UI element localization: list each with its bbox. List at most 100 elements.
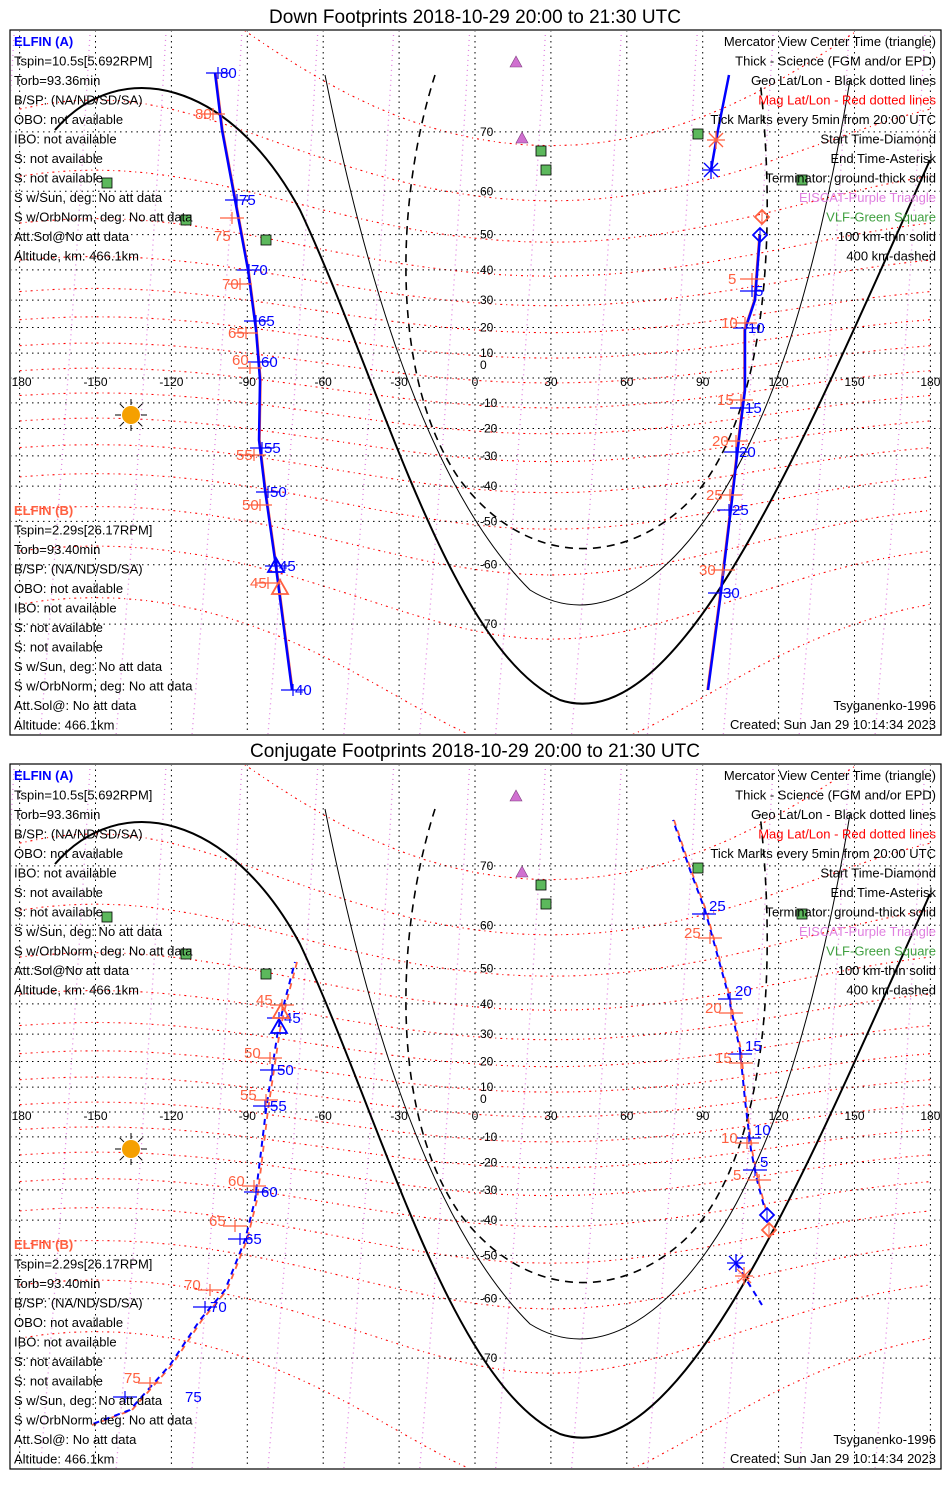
conjugate-footprints-panel: Conjugate Footprints 2018-10-29 20:00 to… xyxy=(9,741,942,1470)
lon-label: 60 xyxy=(620,1109,634,1123)
elfin-b-tick-label: 15 xyxy=(717,392,734,409)
elfin-b-east-track xyxy=(673,819,767,1211)
elfin-a-info-line: S: not available xyxy=(14,171,103,186)
map-area: 706050403020100-10-20-30-40-50-60-70-180… xyxy=(8,31,940,734)
lon-label: 150 xyxy=(844,375,864,389)
lat-label: 50 xyxy=(480,228,494,242)
elfin-a-tick-label: 70 xyxy=(210,1299,227,1316)
legend-line: Mag Lat/Lon - Red dotted lines xyxy=(758,827,936,842)
lat-label: 30 xyxy=(480,1027,494,1041)
elfin-b-tick-label: 45 xyxy=(256,992,273,1009)
lon-label: -120 xyxy=(159,1109,183,1123)
mag-lon-line xyxy=(798,31,850,734)
lon-label: -150 xyxy=(83,375,107,389)
footprint-tracks: 8075706560555045408075706560555045510152… xyxy=(195,65,771,699)
elfin-a-tick-label: 30 xyxy=(723,585,740,602)
vlf-station-square xyxy=(101,177,113,189)
elfin-a-tick-label: 5 xyxy=(760,1154,768,1171)
elfin-b-tick-label: 65 xyxy=(228,325,245,342)
elfin-b-info-line: OBO: not available xyxy=(14,581,123,596)
legend-line: Mercator View Center Time (triangle) xyxy=(724,34,936,49)
legend: Mercator View Center Time (triangle) Thic… xyxy=(710,34,936,264)
elfin-b-tick-label: 15 xyxy=(715,1050,732,1067)
mag-lat-line xyxy=(19,218,931,277)
elfin-b-tick-label: 45 xyxy=(250,575,267,592)
lat-label: -30 xyxy=(480,1183,498,1197)
panel-title: Conjugate Footprints 2018-10-29 20:00 to… xyxy=(250,741,700,762)
elfin-b-west-track xyxy=(91,961,298,1426)
lon-label: 120 xyxy=(769,1109,789,1123)
vlf-station-square xyxy=(180,214,192,226)
elfin-a-west-track xyxy=(213,72,294,691)
footprint-tracks: 4550556065707545505560657075252015105252… xyxy=(89,819,778,1426)
legend-line: Tick Marks every 5min from 20:00 UTC xyxy=(710,112,936,127)
vlf-station-square xyxy=(796,908,808,920)
elfin-a-info-line: S w/OrbNorm, deg: No att data xyxy=(14,210,193,225)
legend-line: VLF-Green Square xyxy=(826,944,936,959)
elfin-a-info-line: Tspin=10.5s[5.692RPM] xyxy=(14,54,152,69)
mag-lat-line xyxy=(19,169,931,243)
lat-label: -60 xyxy=(480,558,498,572)
vlf-station-square xyxy=(260,968,272,980)
elfin-b-info-line: OBO: not available xyxy=(14,1315,123,1330)
mag-lat-line xyxy=(19,342,931,384)
elfin-a-tick-label: 75 xyxy=(185,1389,202,1406)
mag-lon-line xyxy=(722,31,774,734)
mag-lon-line xyxy=(646,31,698,734)
mag-lat-line xyxy=(19,952,931,1011)
vlf-station-square xyxy=(260,234,272,246)
created-timestamp: Created: Sun Jan 29 10:14:34 2023 xyxy=(730,717,936,732)
mag-lon-line xyxy=(267,31,319,734)
mag-lon-line xyxy=(115,765,167,1468)
terminator-ground xyxy=(54,87,931,705)
elfin-b-tick-label: 50 xyxy=(244,1045,261,1062)
lat-label: 10 xyxy=(480,346,494,360)
mag-lon-line xyxy=(874,31,926,734)
legend-line: Geo Lat/Lon - Black dotted lines xyxy=(751,807,937,822)
legend-line: EISCAT-Purple Triangle xyxy=(799,190,936,205)
elfin-b-info: ELFIN (B) Tspin=2.29s[26.17RPM] Torb=93.40… xyxy=(14,1237,193,1467)
legend-line: Mag Lat/Lon - Red dotted lines xyxy=(758,93,936,108)
elfin-a-tick-label: 50 xyxy=(277,1062,294,1079)
elfin-a-tick-label: 75 xyxy=(239,192,256,209)
asterisk-stroke xyxy=(736,1268,752,1284)
lon-label: -60 xyxy=(315,1109,333,1123)
sun-icon xyxy=(115,399,147,431)
lat-label: 30 xyxy=(480,293,494,307)
mag-lon-line xyxy=(874,765,926,1468)
elfin-b-info-line: S: not available xyxy=(14,1374,103,1389)
vlf-station-square xyxy=(535,879,547,891)
sun-ray xyxy=(119,403,125,409)
elfin-a-info-line: S w/Sun, deg: No att data xyxy=(14,190,163,205)
elfin-b-center-triangle xyxy=(270,578,290,595)
elfin-a-info-line: IBO: not available xyxy=(14,132,117,147)
legend-line: VLF-Green Square xyxy=(826,210,936,225)
lat-label: -60 xyxy=(480,1292,498,1306)
lat-label: 0 xyxy=(480,1092,487,1106)
elfin-b-info-line: Tspin=2.29s[26.17RPM] xyxy=(14,1257,152,1272)
elfin-b-tick-label: 70 xyxy=(184,1277,201,1294)
elfin-b-info: ELFIN (B) Tspin=2.29s[26.17RPM] Torb=93.40… xyxy=(14,503,193,733)
legend-line: Geo Lat/Lon - Black dotted lines xyxy=(751,73,937,88)
elfin-a-info-line: Altitude, km: 466.1km xyxy=(14,983,139,998)
elfin-a-tick-label: 25 xyxy=(709,898,726,915)
lon-label: -180 xyxy=(8,375,32,389)
elfin-a-end-asterisk xyxy=(702,161,720,179)
mag-lat-line xyxy=(19,1331,931,1468)
elfin-a-tick-label: 70 xyxy=(251,262,268,279)
eiscat-triangle xyxy=(509,789,523,802)
mag-lon-line xyxy=(419,31,471,734)
elfin-a-tick-label: 20 xyxy=(735,983,752,1000)
elfin-b-end-asterisk xyxy=(707,131,725,149)
elfin-a-tick-label: 25 xyxy=(732,502,749,519)
terminator-400km xyxy=(405,808,769,1284)
sun-ray xyxy=(137,403,143,409)
lon-label: 60 xyxy=(620,375,634,389)
sun-disk xyxy=(122,1140,140,1158)
lon-label: -90 xyxy=(239,375,257,389)
lon-label: -30 xyxy=(390,1109,408,1123)
elfin-a-tick-label: 55 xyxy=(264,440,281,457)
legend-line: EISCAT-Purple Triangle xyxy=(799,924,936,939)
elfin-a-info-line: IBO: not available xyxy=(14,866,117,881)
mag-lat-line xyxy=(19,392,931,435)
